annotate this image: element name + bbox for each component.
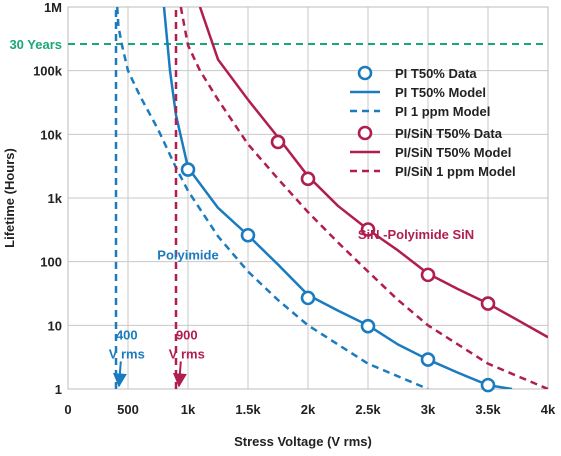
grid-lines <box>67 6 549 390</box>
x-tick-label: 500 <box>117 402 139 417</box>
legend: PI T50% Data PI T50% Model PI 1 ppm Model P… <box>350 65 516 179</box>
data-point-pi-t50-data <box>480 377 496 393</box>
data-point-pi-t50-data <box>420 352 436 367</box>
legend-label: PI/SiN 1 ppm Model <box>395 164 516 179</box>
annotation-v400-arrow <box>112 361 127 388</box>
legend-label: PI/SiN T50% Data <box>395 126 503 141</box>
annotation-sin-polyimide: SiN -Polyimide SiN <box>358 227 474 242</box>
data-point-pi-sin-t50-data <box>480 296 496 311</box>
thirty-years-label: 30 Years <box>9 37 62 52</box>
legend-label: PI T50% Data <box>395 66 477 81</box>
x-tick-label: 0 <box>64 402 71 417</box>
data-point-pi-sin-t50-data <box>300 171 316 187</box>
annotation-v400-line: V rms <box>109 346 145 361</box>
y-tick-label: 1M <box>44 0 62 15</box>
annotation-polyimide: Polyimide <box>157 247 218 262</box>
x-tick-label: 2.5k <box>355 402 381 417</box>
data-point-pi-sin-t50-data <box>270 134 286 150</box>
x-tick-label: 3.5k <box>475 402 501 417</box>
x-tick-label: 2k <box>301 402 316 417</box>
y-tick-label: 10 <box>48 318 62 333</box>
annotation-v900-line: 900 <box>176 327 198 342</box>
series-line-pi-sin-1-ppm-model <box>179 7 548 389</box>
data-point-pi-sin-t50-data <box>360 222 376 237</box>
plot-frame <box>67 6 549 390</box>
data-point-pi-t50-data <box>240 227 256 243</box>
legend-label: PI T50% Model <box>395 85 486 100</box>
legend-label: PI 1 ppm Model <box>395 104 490 119</box>
y-tick-label: 1k <box>48 191 63 206</box>
annotation-v400-line: 400 <box>116 327 138 342</box>
data-point-pi-t50-data <box>300 290 316 306</box>
y-tick-label: 100 <box>40 255 62 270</box>
y-tick-label: 100k <box>33 64 63 79</box>
data-point-pi-t50-data <box>360 318 376 334</box>
y-axis-title: Lifetime (Hours) <box>2 148 17 248</box>
legend-marker <box>357 125 373 141</box>
legend-marker <box>357 65 373 81</box>
x-axis-title: Stress Voltage (V rms) <box>234 434 372 449</box>
y-tick-label: 1 <box>55 382 62 397</box>
x-tick-label: 1.5k <box>235 402 261 417</box>
x-tick-label: 4k <box>541 402 556 417</box>
annotation-v900-arrow <box>172 361 187 388</box>
x-tick-label: 1k <box>181 402 196 417</box>
data-point-pi-sin-t50-data <box>420 267 436 283</box>
legend-label: PI/SiN T50% Model <box>395 145 511 160</box>
annotation-v900-line: V rms <box>169 346 205 361</box>
series-line-pi-1-ppm-model <box>115 7 429 389</box>
data-point-pi-t50-data <box>180 162 196 177</box>
x-tick-label: 3k <box>421 402 436 417</box>
y-tick-label: 10k <box>40 127 62 142</box>
